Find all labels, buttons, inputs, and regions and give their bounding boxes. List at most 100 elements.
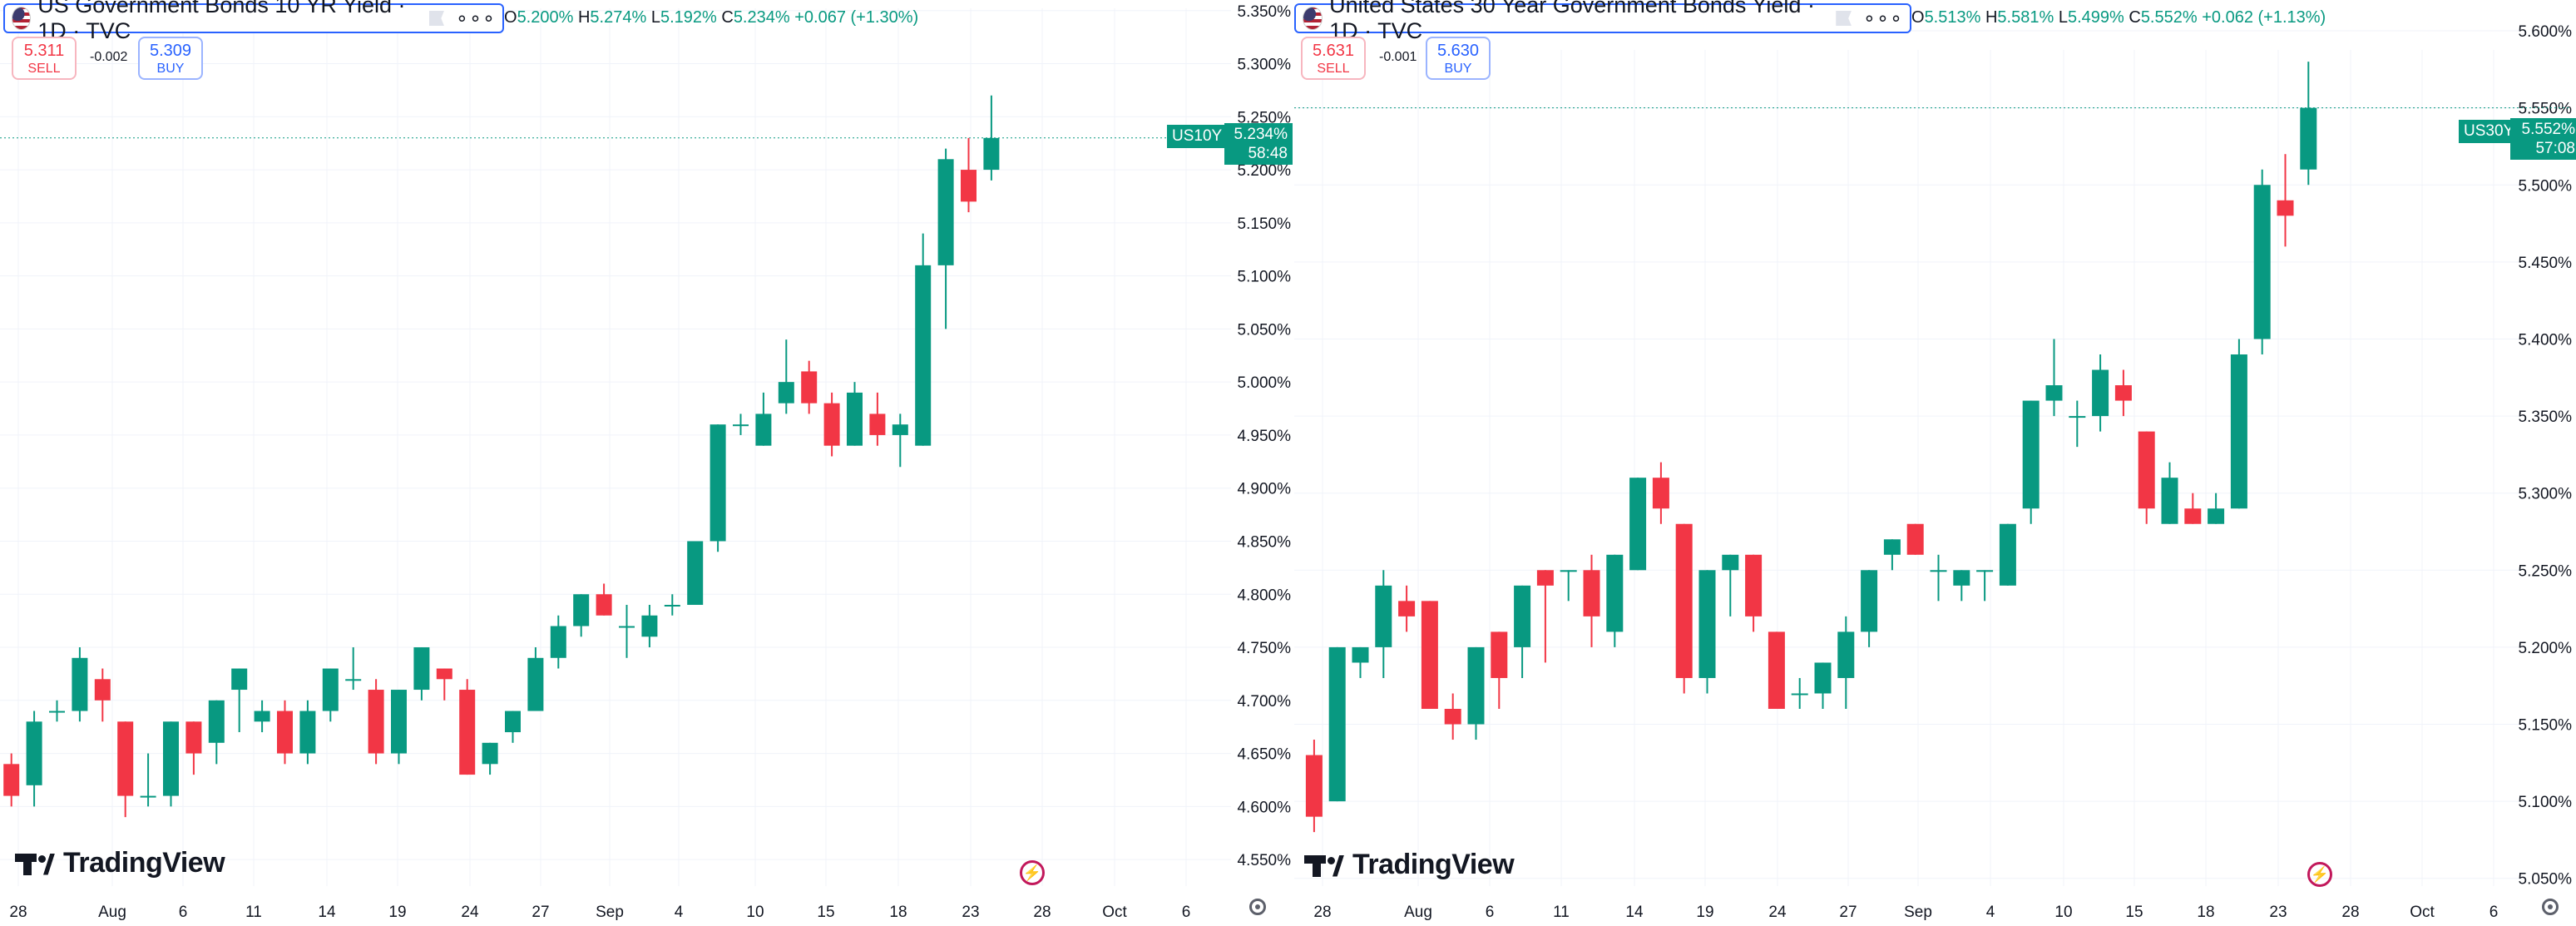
candle[interactable]	[1768, 631, 1785, 709]
candle[interactable]	[1976, 570, 1994, 602]
candle[interactable]	[801, 360, 818, 414]
candle[interactable]	[482, 742, 498, 775]
candle[interactable]	[961, 137, 977, 213]
candle[interactable]	[869, 392, 886, 446]
candle[interactable]	[550, 615, 566, 669]
candle[interactable]	[2069, 400, 2086, 448]
candle[interactable]	[710, 424, 726, 552]
candle[interactable]	[1698, 570, 1716, 694]
us10y-legend-title[interactable]: US Government Bonds 10 YR Yield · 1D · T…	[3, 0, 504, 43]
candle[interactable]	[391, 690, 407, 765]
candle[interactable]	[117, 721, 134, 818]
candle[interactable]	[755, 392, 772, 446]
candle[interactable]	[2161, 462, 2178, 524]
candle[interactable]	[596, 583, 612, 616]
candle[interactable]	[254, 700, 270, 733]
candle[interactable]	[1421, 601, 1438, 709]
candle[interactable]	[1629, 478, 1647, 571]
candle[interactable]	[2022, 400, 2040, 524]
candle[interactable]	[163, 721, 179, 807]
candle[interactable]	[1536, 570, 1554, 663]
candle[interactable]	[1305, 740, 1323, 833]
candle[interactable]	[1722, 554, 1739, 617]
candle[interactable]	[687, 541, 704, 606]
candle[interactable]	[619, 605, 635, 658]
candle[interactable]	[1606, 554, 1624, 647]
flag-marker-icon[interactable]	[428, 11, 444, 26]
candle[interactable]	[2092, 354, 2109, 432]
candle[interactable]	[1999, 523, 2016, 586]
more-options-icon[interactable]: ∘∘∘	[1862, 7, 1903, 30]
candle[interactable]	[1328, 646, 1346, 802]
candle[interactable]	[527, 647, 544, 711]
candle[interactable]	[368, 679, 384, 765]
flag-marker-icon[interactable]	[1836, 11, 1852, 26]
candle[interactable]	[208, 700, 225, 765]
candle[interactable]	[1953, 570, 1970, 602]
candle[interactable]	[641, 605, 658, 648]
candle[interactable]	[2300, 62, 2317, 186]
candle[interactable]	[1398, 585, 1416, 632]
candle[interactable]	[49, 700, 65, 722]
candle[interactable]	[1375, 570, 1392, 678]
candle[interactable]	[1444, 693, 1461, 740]
candle[interactable]	[1652, 462, 1669, 524]
candle[interactable]	[823, 392, 840, 457]
candle[interactable]	[94, 668, 111, 722]
candle[interactable]	[505, 711, 521, 743]
us30y-buy-button[interactable]: 5.630 BUY	[1426, 37, 1491, 80]
candle[interactable]	[2230, 339, 2247, 509]
candle[interactable]	[436, 668, 452, 701]
candle[interactable]	[1467, 646, 1485, 740]
us10y-buy-button[interactable]: 5.309 BUY	[138, 37, 203, 80]
candle[interactable]	[2045, 339, 2063, 417]
candle[interactable]	[915, 233, 932, 446]
candle[interactable]	[413, 647, 430, 701]
us30y-chart-panel[interactable]: 5.600% 5.550% 5.500% 5.450% 5.400% 5.350% 5.30…	[1294, 23, 2572, 921]
candle[interactable]	[1491, 631, 1508, 709]
candle[interactable]	[1352, 646, 1369, 678]
candle[interactable]	[2277, 154, 2294, 247]
candle[interactable]	[1883, 539, 1901, 571]
candle[interactable]	[140, 753, 156, 807]
candle[interactable]	[1745, 554, 1763, 632]
candle[interactable]	[345, 647, 362, 691]
us10y-chart-panel[interactable]: 5.350% 5.300% 5.250% 5.200% 5.150% 5.100% 5.05…	[0, 3, 1291, 921]
candle[interactable]	[2114, 369, 2132, 417]
candle[interactable]	[299, 700, 316, 765]
tradingview-logo[interactable]: TradingView	[1304, 849, 1515, 881]
candle[interactable]	[847, 382, 863, 446]
candle[interactable]	[231, 668, 248, 733]
candle[interactable]	[1514, 585, 1531, 678]
us10y-sell-button[interactable]: 5.311 SELL	[12, 37, 77, 80]
candle[interactable]	[459, 679, 476, 775]
candle[interactable]	[1837, 616, 1855, 709]
candle[interactable]	[26, 711, 42, 807]
candle[interactable]	[1906, 523, 1924, 555]
candle[interactable]	[1675, 523, 1693, 694]
us10y-settings-icon[interactable]	[1249, 899, 1266, 915]
candle[interactable]	[733, 413, 749, 435]
tradingview-logo[interactable]: TradingView	[15, 847, 225, 879]
lightning-icon[interactable]: ⚡	[2307, 862, 2332, 887]
candle[interactable]	[2138, 431, 2155, 524]
candle[interactable]	[937, 148, 954, 329]
candle[interactable]	[2208, 493, 2225, 524]
candle[interactable]	[1560, 570, 1577, 602]
candle[interactable]	[1861, 570, 1878, 647]
candle[interactable]	[1583, 554, 1600, 647]
candle[interactable]	[322, 668, 339, 722]
candle[interactable]	[983, 95, 1000, 181]
candle[interactable]	[185, 721, 202, 775]
candle[interactable]	[72, 647, 88, 722]
us30y-sell-button[interactable]: 5.631 SELL	[1301, 37, 1366, 80]
lightning-icon[interactable]: ⚡	[1020, 860, 1045, 885]
us30y-settings-icon[interactable]	[2542, 899, 2559, 915]
candle[interactable]	[664, 594, 680, 616]
candle[interactable]	[2253, 169, 2271, 354]
candle[interactable]	[1930, 554, 1947, 602]
candle[interactable]	[1814, 662, 1832, 709]
candle[interactable]	[3, 753, 20, 807]
candle[interactable]	[778, 339, 794, 414]
